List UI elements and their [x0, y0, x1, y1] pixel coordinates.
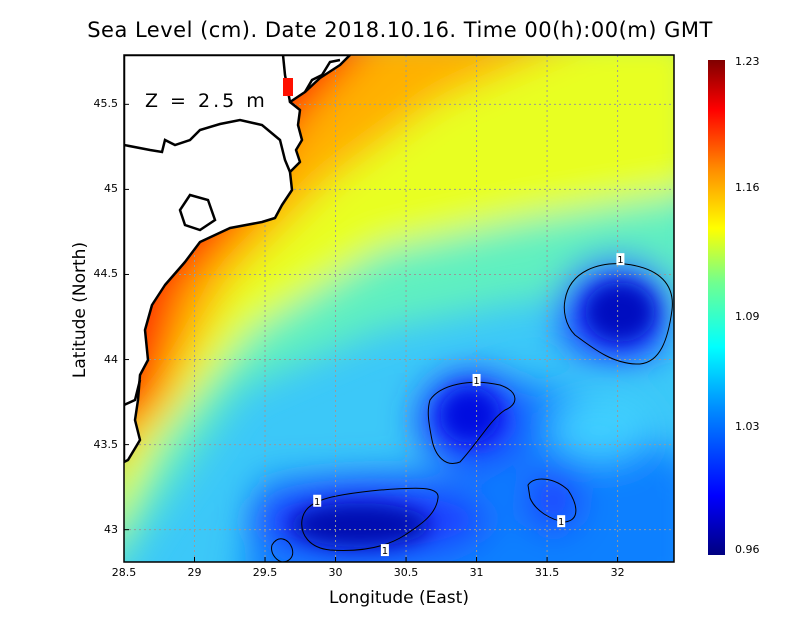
x-tick-label: 29 — [187, 566, 202, 579]
x-tick-label: 31 — [469, 566, 484, 579]
contour-label: 1 — [558, 517, 564, 528]
y-tick-label: 43 — [104, 522, 118, 536]
y-tick-label: 45.5 — [93, 97, 119, 111]
plot-frame — [123, 54, 675, 563]
contour-label-box — [616, 253, 625, 266]
x-tick-label: 30.5 — [393, 566, 419, 579]
depth-annotation: Z = 2.5 m — [145, 90, 268, 112]
colorbar-tick-label: 1.23 — [735, 55, 760, 68]
colorbar-tick-label: 0.96 — [735, 543, 760, 556]
x-tick-label: 31.5 — [534, 566, 560, 579]
x-tick-label: 30 — [328, 566, 343, 579]
y-tick-label: 44 — [104, 352, 118, 366]
contour-label-box — [472, 373, 481, 386]
colorbar — [708, 60, 725, 555]
sea-level-field: 1 1 1 1 1 — [124, 55, 674, 562]
land-area — [124, 55, 352, 464]
y-tick-label: 44.5 — [93, 267, 119, 281]
contour-label-box — [557, 515, 566, 528]
colorbar-tick-label: 1.03 — [735, 419, 760, 433]
y-axis-label: Latitude (North) — [70, 241, 90, 379]
y-tick-label: 43.5 — [93, 437, 119, 451]
x-axis-label: Longitude (East) — [329, 588, 469, 608]
contour-label-box — [380, 544, 389, 557]
x-tick-label: 32 — [610, 566, 625, 579]
contour-label-box — [313, 494, 322, 507]
colorbar-tick-label: 1.09 — [735, 309, 760, 323]
contour-label: 1 — [382, 546, 388, 557]
colorbar-tick-label: 1.16 — [735, 181, 760, 195]
x-tick-label: 28.5 — [111, 566, 137, 579]
contour-lines — [271, 263, 673, 562]
contour-label: 1 — [617, 255, 623, 266]
contour-label: 1 — [314, 497, 320, 508]
y-tick-label: 45 — [104, 182, 118, 196]
contour-label: 1 — [473, 376, 479, 387]
x-tick-label: 29.5 — [252, 566, 278, 579]
map-title: Sea Level (cm). Date 2018.10.16. Time 00… — [87, 18, 713, 42]
